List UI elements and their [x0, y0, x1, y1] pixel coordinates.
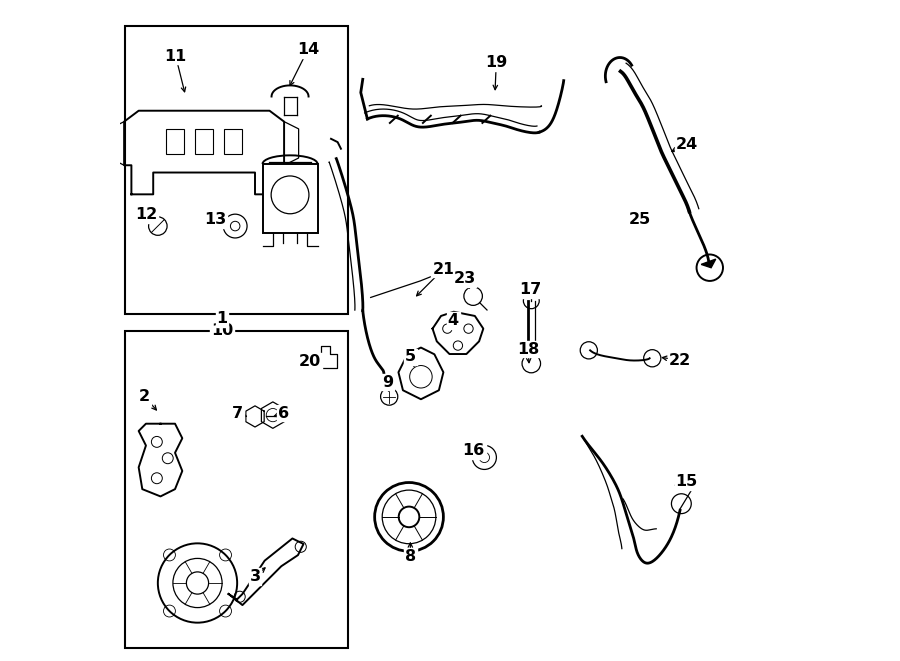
Text: 25: 25	[629, 212, 652, 227]
Text: 17: 17	[519, 282, 542, 297]
Text: 15: 15	[676, 474, 698, 488]
Text: 12: 12	[135, 208, 158, 222]
Bar	[224, 129, 242, 155]
Text: 23: 23	[454, 272, 476, 286]
Polygon shape	[701, 259, 716, 268]
Text: 18: 18	[517, 342, 539, 356]
Text: 21: 21	[432, 262, 454, 276]
Text: 13: 13	[204, 212, 227, 227]
Text: 5: 5	[405, 350, 416, 364]
Text: 2: 2	[140, 389, 150, 404]
Bar	[195, 129, 213, 155]
Text: 20: 20	[299, 354, 321, 369]
Text: 10: 10	[211, 323, 233, 338]
Text: 11: 11	[165, 49, 187, 63]
Bar	[125, 26, 347, 314]
Text: 14: 14	[297, 42, 319, 57]
Text: 6: 6	[278, 406, 289, 420]
Bar	[166, 129, 184, 155]
Bar	[125, 330, 347, 648]
Text: 8: 8	[405, 549, 416, 564]
Bar	[263, 164, 318, 233]
Text: 7: 7	[231, 406, 243, 420]
Text: 4: 4	[447, 313, 459, 328]
Text: 22: 22	[669, 353, 691, 368]
Text: 3: 3	[249, 569, 261, 584]
Text: 24: 24	[676, 137, 698, 151]
Text: 9: 9	[382, 375, 392, 389]
Text: 19: 19	[485, 56, 508, 70]
Text: 16: 16	[463, 444, 485, 458]
Text: 1: 1	[216, 311, 228, 326]
